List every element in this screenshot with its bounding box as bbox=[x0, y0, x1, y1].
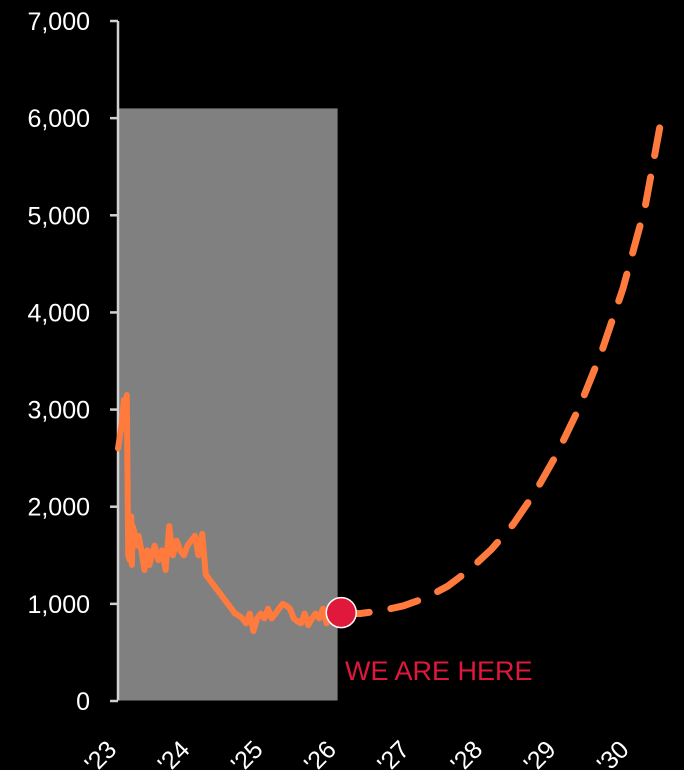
y-tick-label: 4,000 bbox=[27, 299, 90, 327]
y-tick-label: 3,000 bbox=[27, 397, 90, 425]
marker-layer bbox=[325, 596, 358, 629]
y-tick-label: 0 bbox=[76, 688, 90, 716]
y-tick-label: 6,000 bbox=[27, 105, 90, 133]
series-layer bbox=[115, 104, 667, 635]
forecast-dashed-line bbox=[337, 104, 667, 618]
we-are-here-annotation: WE ARE HERE bbox=[345, 656, 533, 686]
y-tick-label: 2,000 bbox=[27, 494, 90, 522]
current-position-marker bbox=[325, 596, 358, 629]
y-tick-label: 1,000 bbox=[27, 591, 90, 619]
y-tick-label: 5,000 bbox=[27, 202, 90, 230]
historical-price-line bbox=[115, 392, 341, 635]
y-tick-label: 7,000 bbox=[27, 8, 90, 36]
